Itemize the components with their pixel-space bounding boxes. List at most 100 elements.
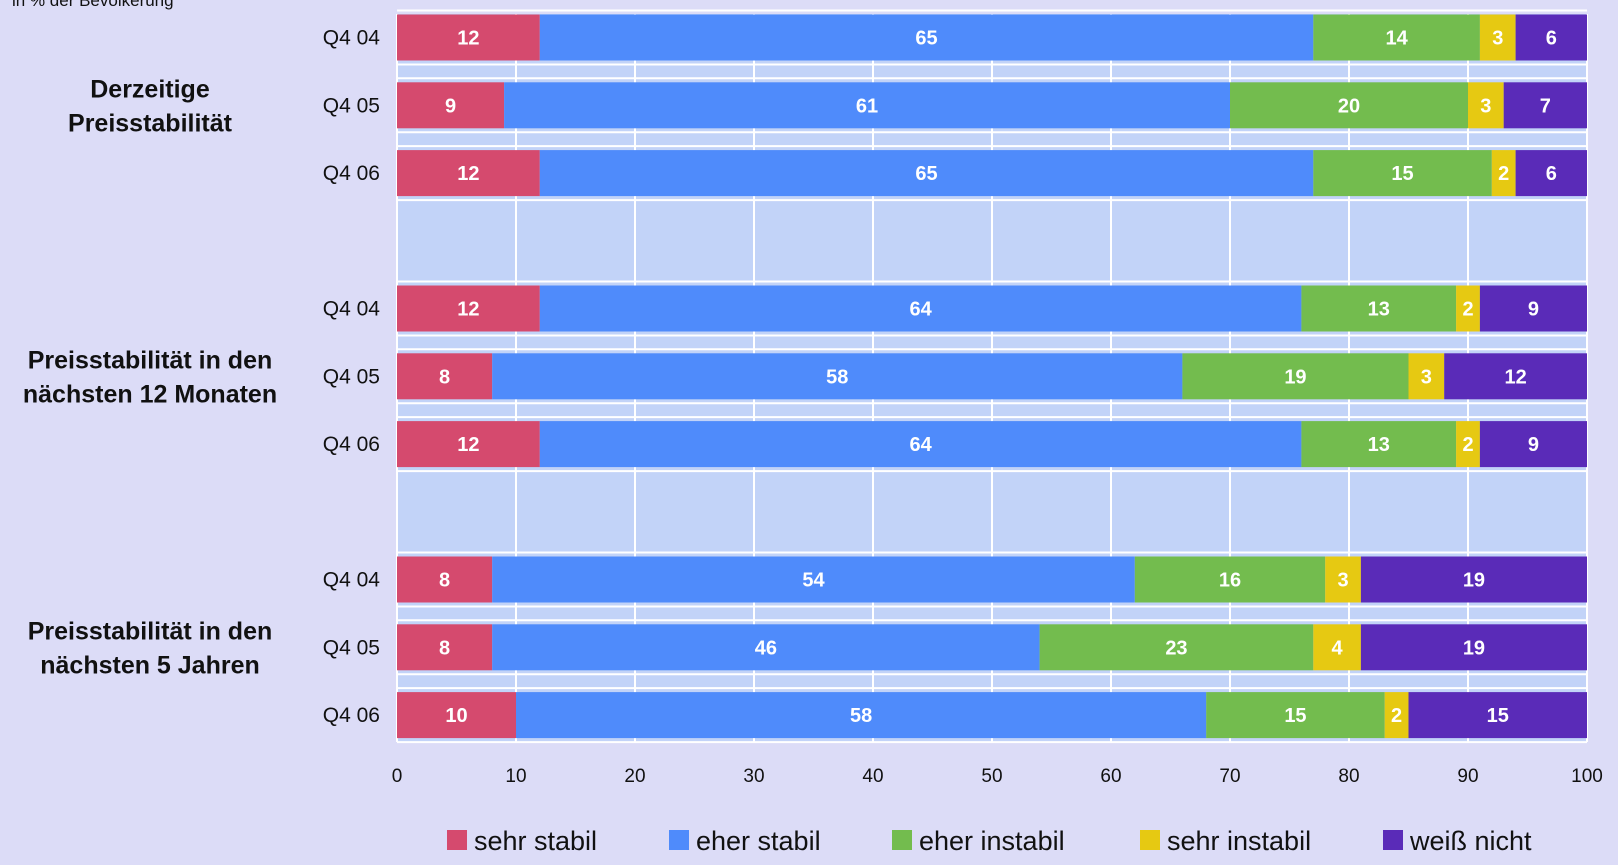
bar-value-label: 14 [1385,28,1408,50]
bar-segment [1182,353,1409,400]
legend: sehr stabil eher stabil eher instabil sehr … [447,826,1532,856]
bar-segment [397,353,493,400]
bar-value-label: 6 [1546,28,1557,50]
bar-segment [1384,692,1409,739]
legend-swatch [1383,830,1403,850]
bar-value-label: 8 [439,366,450,388]
bar-value-label: 12 [457,434,479,456]
bar-segment [1479,421,1587,468]
bar-segment [492,353,1183,400]
bar-segment [397,82,505,129]
bar-value-label: 7 [1540,95,1551,117]
bar-value-label: 2 [1462,299,1473,321]
bar-segment [397,624,493,671]
bar-value-label: 20 [1338,95,1360,117]
bar-value-label: 12 [1504,366,1526,388]
x-tick-label: 100 [1571,766,1603,787]
bar-segment [1313,624,1361,671]
bar-segment [1515,150,1587,197]
bar-segment [1408,353,1445,400]
row-label: Q4 04 [323,27,381,50]
bar-value-label: 12 [457,299,479,321]
bar-segment [1456,285,1480,332]
x-tick-label: 60 [1100,766,1121,787]
bar-segment [1301,421,1457,468]
bar-value-label: 3 [1337,570,1348,592]
row-label: Q4 05 [323,94,380,117]
bar-value-label: 2 [1462,434,1473,456]
row-label: Q4 04 [323,298,381,321]
bar-value-label: 15 [1284,705,1306,727]
bar-value-label: 9 [1528,434,1539,456]
bar-value-label: 4 [1332,637,1344,659]
bar-value-label: 19 [1284,366,1306,388]
bar-segment [492,556,1135,603]
bar-segment [492,624,1040,671]
row-label: Q4 05 [323,365,380,388]
x-tick-label: 10 [505,766,526,787]
group-label: Preisstabilität in den [28,346,273,374]
bar-value-label: 54 [802,570,825,592]
chart-subtitle: in % der Bevölkerung [12,0,174,10]
x-tick-label: 20 [624,766,645,787]
legend-label: weiß nicht [1409,826,1532,856]
legend-label: sehr instabil [1167,826,1311,856]
bar-segment [1360,624,1587,671]
x-axis-ticks: 0 10 20 30 40 50 60 70 80 90 100 [392,766,1603,787]
x-tick-label: 50 [981,766,1002,787]
group-labels: Derzeitige Preisstabilität Preisstabilität… [23,75,277,679]
bar-value-label: 8 [439,570,450,592]
legend-swatch [447,830,467,850]
bar-segment [1313,14,1480,61]
bar-segment [1325,556,1361,603]
bar-value-label: 9 [445,95,456,117]
bar-segment [1479,285,1587,332]
bar-value-label: 58 [826,366,848,388]
bar-value-label: 3 [1421,366,1432,388]
x-tick-label: 90 [1457,766,1478,787]
legend-label: eher stabil [696,826,821,856]
bar-segment [1360,556,1587,603]
bar-segment [1301,285,1457,332]
bar-value-label: 64 [909,434,932,456]
group-label: Preisstabilität [68,109,233,137]
legend-label: sehr stabil [474,826,597,856]
bar-segment [1134,556,1326,603]
legend-label: eher instabil [919,826,1065,856]
bar-segment [1230,82,1468,129]
bar-segment [539,150,1314,197]
bar-value-label: 46 [755,637,777,659]
bar-value-label: 13 [1368,299,1390,321]
bar-segment [397,285,540,332]
legend-swatch [892,830,912,850]
bar-segment [539,421,1302,468]
bar-segment [1503,82,1587,129]
bar-value-label: 3 [1480,95,1491,117]
bar-value-label: 3 [1492,28,1503,50]
bar-segment [397,421,540,468]
row-label: Q4 06 [323,162,380,185]
bar-segment [1456,421,1480,468]
bar-segment [1468,82,1504,129]
bar-segment [1515,14,1587,61]
row-label: Q4 06 [323,433,380,456]
bar-value-label: 64 [909,299,932,321]
bar-value-label: 2 [1498,163,1509,185]
bar-segment [397,556,493,603]
bar-segment [1206,692,1385,739]
bar-segment [1491,150,1516,197]
row-label: Q4 05 [323,636,380,659]
bar-value-label: 19 [1463,637,1485,659]
bar-segment [1479,14,1516,61]
legend-swatch [1140,830,1160,850]
group-label: Preisstabilität in den [28,617,273,645]
row-label: Q4 06 [323,704,380,727]
x-tick-label: 30 [743,766,764,787]
x-tick-label: 70 [1219,766,1240,787]
bar-segment [1039,624,1314,671]
row-label: Q4 04 [323,569,381,592]
x-tick-label: 80 [1338,766,1359,787]
bar-segment [397,14,540,61]
bar-value-label: 13 [1368,434,1390,456]
